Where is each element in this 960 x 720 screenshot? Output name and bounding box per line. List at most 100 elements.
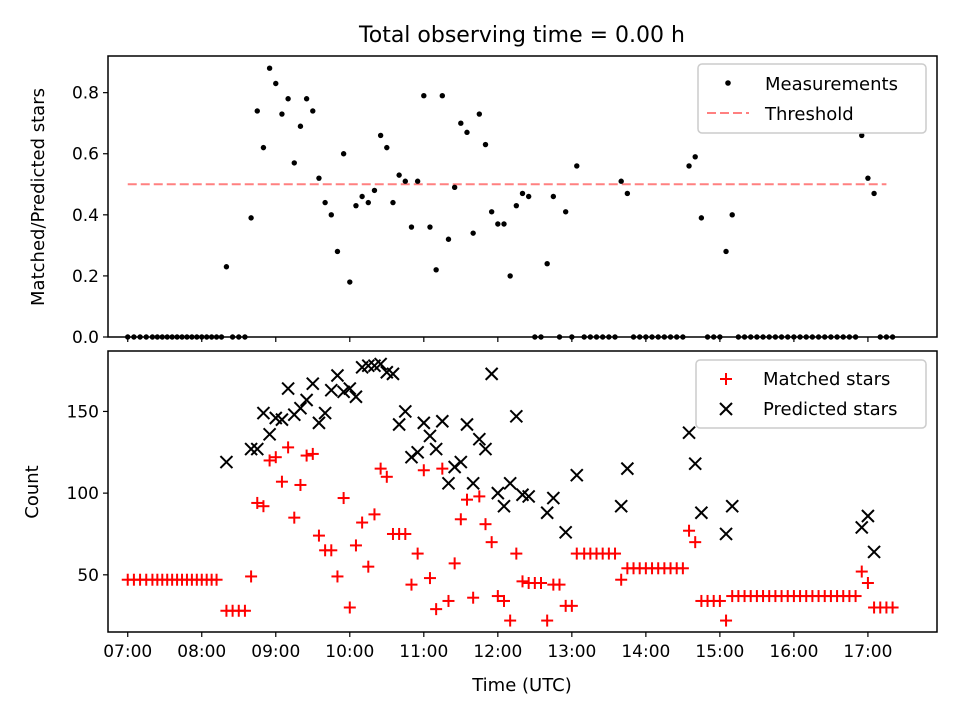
measurement-point [433,267,439,273]
measurement-point [803,334,809,340]
measurement-point [189,334,195,340]
predicted-star-point [558,525,573,540]
legend-matched-marker [720,373,732,385]
measurement-point [618,178,624,184]
matched-star-point [411,547,424,560]
measurement-point [218,334,225,340]
top-y-tick-label: 0.4 [72,206,99,226]
predicted-star-point [250,442,264,456]
measurement-point [834,334,840,340]
matched-star-point [473,490,486,503]
predicted-star-point [398,404,413,419]
matched-star-point [541,614,554,627]
measurement-point [692,154,698,160]
measurement-point [371,187,378,194]
measurement-point [248,215,254,221]
bottom-x-tick-label: 09:00 [251,642,300,662]
matched-star-point [683,524,696,537]
measurement-point [569,334,575,340]
bottom-y-tick-label: 100 [67,484,99,504]
matched-star-point [436,462,449,475]
matched-star-point [855,565,868,578]
measurement-point [223,264,230,270]
predicted-star-point [521,489,536,504]
measurement-point [365,199,371,206]
measurement-point [741,334,748,340]
measurement-point [159,334,165,340]
legend-predicted-marker [719,402,733,416]
bottom-x-tick-label: 10:00 [325,642,374,662]
measurement-point [179,334,185,340]
measurement-point [414,178,421,184]
measurement-point [593,334,600,340]
matched-star-point [510,547,523,560]
matched-star-point [263,454,276,467]
top-legend: Measurements Threshold [697,63,927,134]
bottom-legend-box [695,359,927,429]
measurement-point [427,224,433,230]
matched-star-point [430,603,443,616]
measurement-point [674,334,680,340]
measurement-point [266,65,273,71]
predicted-star-point [472,432,487,446]
matched-star-point [861,576,874,589]
matched-star-point [343,601,356,614]
predicted-stars-points [219,357,881,559]
measurement-point [797,334,803,340]
matched-star-point [269,451,282,464]
measurement-point [273,80,279,87]
measurement-point [532,334,538,340]
measurement-point [865,175,871,181]
measurement-point [809,334,816,340]
matched-star-point [325,544,338,557]
measurement-point [377,132,384,139]
measurement-point [711,334,717,340]
predicted-star-point [861,509,875,523]
measurement-point [883,334,890,340]
measurement-point [328,212,334,218]
predicted-star-point [410,445,425,459]
matched-star-point [362,560,375,573]
matched-star-point [399,527,412,540]
measurement-point [347,279,353,285]
matched-star-point [380,470,393,483]
measurement-point [137,334,143,340]
matched-star-point [553,578,566,591]
measurement-point [164,334,170,340]
measurement-point [852,334,859,340]
measurement-point [624,190,631,197]
predicted-star-point [540,506,554,520]
measurement-point [889,334,896,340]
measurement-point [316,175,322,181]
predicted-star-point [694,506,709,520]
measurement-point [390,199,396,206]
matched-star-point [516,575,529,588]
measurement-point [451,184,458,191]
top-y-tick-label: 0.6 [72,145,99,165]
bottom-x-tick-label: 15:00 [695,642,744,662]
matched-star-point [312,529,325,542]
legend-threshold-label: Threshold [764,104,854,125]
measurement-point [488,209,495,215]
predicted-star-point [324,383,338,397]
predicted-star-point [343,381,357,396]
matched-star-point [849,590,862,603]
measurement-point [396,172,402,178]
predicted-star-point [318,406,332,420]
measurement-point [476,111,483,117]
measurement-point [680,334,686,340]
predicted-star-point [299,393,314,407]
measurement-point [199,334,205,340]
measurement-point [815,334,822,340]
measurement-point [322,199,328,206]
predicted-star-point [312,416,326,430]
measurement-point [470,230,476,236]
top-y-tick-label: 0.2 [72,267,99,287]
measurement-point [291,160,297,166]
matched-star-point [615,573,628,586]
measurement-point [260,144,267,151]
matched-star-point [442,594,455,607]
matched-star-point [368,508,381,521]
matched-star-point [491,590,504,603]
legend-measurements-label: Measurements [765,74,898,95]
